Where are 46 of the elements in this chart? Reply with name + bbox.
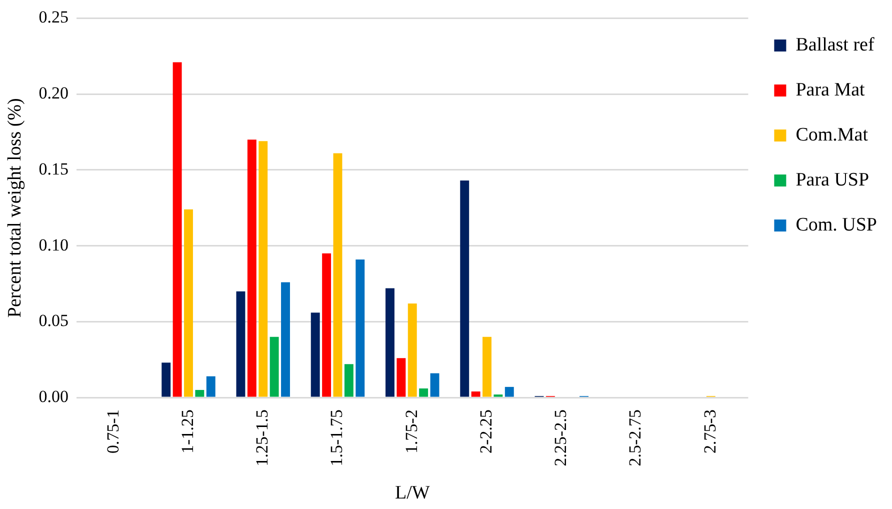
- x-tick-label: 2-2.25: [476, 410, 496, 454]
- legend-label: Para USP: [796, 169, 870, 190]
- x-tick-label: 2.75-3: [700, 410, 720, 454]
- y-tick-label: 0.00: [38, 387, 69, 406]
- bar: [247, 140, 256, 397]
- bar: [419, 388, 428, 397]
- bar: [206, 376, 216, 397]
- legend-label: Com.Mat: [796, 124, 869, 146]
- bar: [471, 391, 480, 397]
- legend-label: Para Mat: [796, 79, 866, 100]
- bar: [408, 303, 417, 397]
- bar: [162, 362, 171, 397]
- bar: [333, 153, 342, 397]
- bar: [460, 180, 470, 397]
- bar: [184, 209, 193, 397]
- y-tick-label: 0.25: [38, 8, 69, 27]
- y-tick-label: 0.20: [38, 84, 69, 103]
- bar: [482, 336, 492, 397]
- y-tick-label: 0.15: [38, 159, 69, 178]
- y-tick-label: 0.10: [38, 235, 69, 254]
- bar: [430, 373, 440, 397]
- x-tick-label: 1-1.25: [178, 410, 197, 454]
- bar: [195, 390, 204, 397]
- bar: [504, 386, 514, 397]
- bar: [386, 288, 394, 397]
- bar: [281, 282, 290, 397]
- bar: [322, 253, 332, 397]
- bar: [396, 358, 406, 397]
- bar: [258, 141, 268, 397]
- x-axis-title: L/W: [394, 482, 430, 504]
- bar: [356, 259, 365, 397]
- x-tick-label: 1.75-2: [402, 410, 421, 454]
- bar: [172, 62, 182, 397]
- x-tick-label: 1.25-1.5: [252, 410, 272, 466]
- bar: [310, 312, 320, 397]
- legend-label: Ballast ref: [796, 34, 875, 56]
- bar: [270, 336, 279, 397]
- y-axis-title: Percent total weight loss (%): [4, 98, 26, 318]
- legend-label: Com. USP: [796, 214, 878, 236]
- y-tick-label: 0.05: [38, 311, 69, 330]
- x-tick-label: 0.75-1: [103, 410, 122, 454]
- bar: [236, 291, 246, 397]
- x-tick-label: 2.25-2.5: [551, 410, 570, 466]
- x-tick-label: 2.5-2.75: [626, 410, 645, 466]
- bar: [344, 364, 354, 397]
- x-tick-label: 1.5-1.75: [327, 410, 346, 466]
